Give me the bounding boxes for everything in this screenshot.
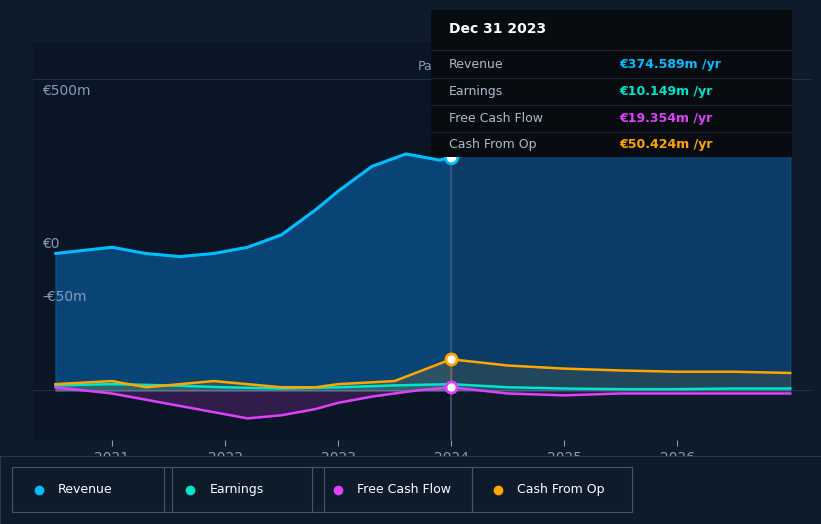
- Text: €50.424m /yr: €50.424m /yr: [619, 138, 713, 151]
- Text: Cash From Op: Cash From Op: [449, 138, 537, 151]
- Text: Free Cash Flow: Free Cash Flow: [449, 112, 543, 125]
- Text: Revenue: Revenue: [57, 484, 112, 496]
- Text: Revenue: Revenue: [449, 58, 504, 71]
- Text: Past: Past: [418, 60, 444, 73]
- Text: Analysts Forecasts: Analysts Forecasts: [458, 60, 574, 73]
- Text: Dec 31 2023: Dec 31 2023: [449, 22, 546, 36]
- Text: Cash From Op: Cash From Op: [517, 484, 605, 496]
- Text: €500m: €500m: [42, 84, 90, 98]
- Text: -€50m: -€50m: [42, 290, 87, 304]
- Text: €0: €0: [42, 237, 60, 251]
- Text: Earnings: Earnings: [209, 484, 264, 496]
- Bar: [33, 42, 451, 440]
- Text: €374.589m /yr: €374.589m /yr: [619, 58, 721, 71]
- Text: Earnings: Earnings: [449, 85, 503, 99]
- Text: Free Cash Flow: Free Cash Flow: [357, 484, 451, 496]
- Text: €10.149m /yr: €10.149m /yr: [619, 85, 713, 99]
- Text: €19.354m /yr: €19.354m /yr: [619, 112, 712, 125]
